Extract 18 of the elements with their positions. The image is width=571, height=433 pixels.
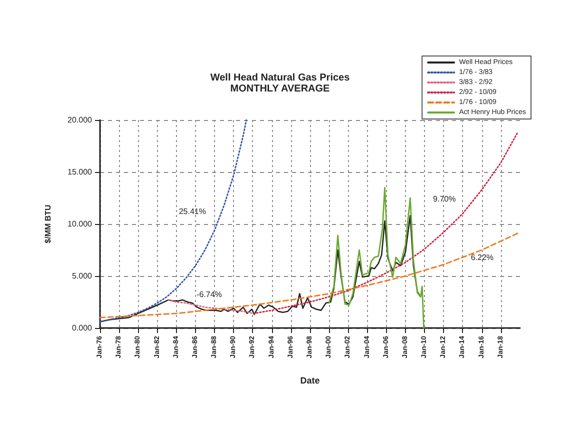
chart-subtitle: MONTHLY AVERAGE bbox=[230, 84, 330, 94]
line-series bbox=[99, 119, 248, 322]
x-axis-title: Date bbox=[300, 376, 320, 386]
y-tick-label: 0.000 bbox=[72, 324, 93, 332]
line-series bbox=[168, 299, 254, 314]
y-tick-label: 15.000 bbox=[68, 168, 93, 176]
y-axis-title: $/MM BTU bbox=[44, 204, 52, 244]
line-series bbox=[99, 232, 518, 318]
line-series bbox=[252, 132, 518, 314]
annotation: -6.74% bbox=[196, 290, 222, 300]
chart-title: Well Head Natural Gas Prices bbox=[210, 72, 350, 84]
y-tick-label: 10.000 bbox=[68, 220, 93, 228]
y-tick-label: 5.000 bbox=[72, 272, 93, 280]
annotation: 9.70% bbox=[433, 194, 456, 204]
y-tick-label: 20.000 bbox=[68, 116, 93, 124]
line-series bbox=[328, 186, 424, 329]
annotation: 25.41% bbox=[178, 207, 206, 216]
annotation: 6.22% bbox=[470, 252, 494, 262]
